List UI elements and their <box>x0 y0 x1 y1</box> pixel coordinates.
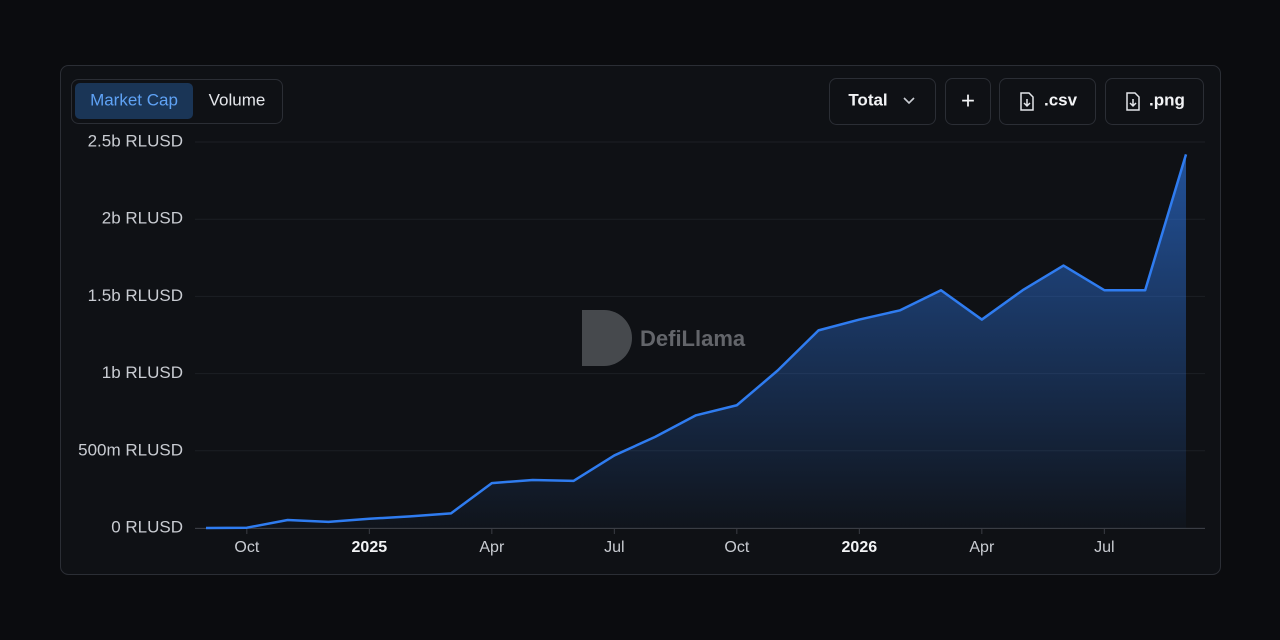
dropdown[interactable] <box>829 78 936 125</box>
tab-group <box>71 79 283 124</box>
y-tick-label: 500m RLUSD <box>78 440 183 459</box>
x-tick-label: Oct <box>724 539 749 556</box>
tab-active[interactable] <box>75 83 193 119</box>
y-tick-label: 2.5b RLUSD <box>88 131 183 150</box>
x-tick-label: Oct <box>234 539 259 556</box>
png-button[interactable] <box>1105 78 1204 125</box>
y-tick-label: 1.5b RLUSD <box>88 286 183 305</box>
download-icon <box>1020 92 1034 111</box>
watermark-text: DefiLlama <box>640 326 746 351</box>
y-tick-label: 2b RLUSD <box>102 209 183 228</box>
x-tick-label: 2026 <box>842 539 878 556</box>
download-icon <box>1126 92 1140 111</box>
y-tick-label: 0 RLUSD <box>111 517 183 536</box>
tab[interactable]: Volume <box>209 90 266 109</box>
x-tick-label: 2025 <box>352 539 388 556</box>
x-tick-label: Jul <box>1094 539 1114 556</box>
csv-label[interactable]: .csv <box>1044 90 1078 109</box>
y-tick-label: 1b RLUSD <box>102 363 183 382</box>
png-label[interactable]: .png <box>1149 90 1185 109</box>
tab[interactable]: Market Cap <box>90 90 178 109</box>
watermark-logo <box>582 310 632 366</box>
area <box>206 154 1186 529</box>
plot: 0 RLUSD 500m RLUSD 1b RLUSD 1.5b RLUSD 2b RL… <box>78 131 1205 556</box>
x-tick-label: Jul <box>604 539 624 556</box>
chevron <box>903 97 915 105</box>
add-button[interactable] <box>945 78 991 125</box>
add-icon[interactable]: + <box>961 87 975 114</box>
dropdown-label[interactable]: Total <box>848 90 887 109</box>
line <box>205 153 1188 530</box>
csv-button[interactable] <box>999 78 1096 125</box>
x-tick-label: Apr <box>969 539 995 556</box>
watermark: DefiLlama <box>582 310 746 366</box>
x-tick-label: Apr <box>479 539 505 556</box>
